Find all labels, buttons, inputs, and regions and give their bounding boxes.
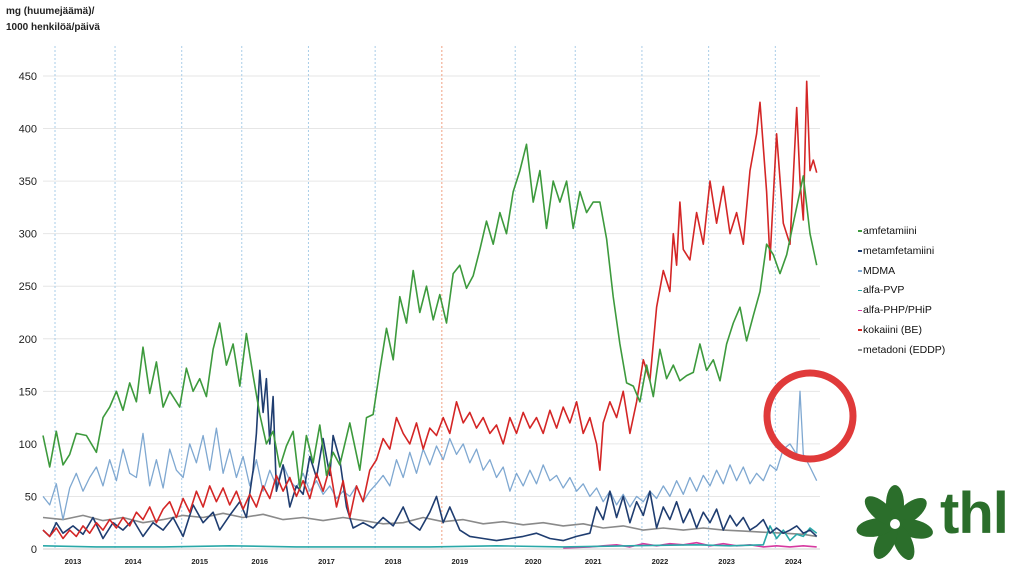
x-tick-label: 2017 [318,557,335,566]
legend-item: amfetamiini [858,224,945,244]
legend-swatch [858,270,862,272]
x-tick-label: 2014 [125,557,143,566]
thl-leaf-logo-icon [856,485,933,561]
legend-label: metadoni (EDDP) [863,343,946,356]
legend-item: alfa-PVP [858,283,945,303]
y-tick-label: 200 [19,334,37,346]
series-lines [42,80,818,549]
y-tick-label: 250 [19,281,37,293]
legend-item: metadoni (EDDP) [858,343,945,363]
series-line-metamfetamiini [42,369,818,542]
y-axis-label-line2: 1000 henkilöä/päivä [6,22,100,33]
legend-swatch [858,329,862,331]
y-tick-label: 450 [19,71,37,83]
x-tick-label: 2013 [65,557,82,566]
series-line-alfa-pvp [42,525,818,548]
x-tick-label: 2024 [785,557,803,566]
legend-swatch [858,250,862,252]
logo-text: thl [940,481,1009,546]
x-tick-label: 2016 [251,557,268,566]
y-tick-label: 0 [31,544,37,556]
logo-leaf [894,498,927,526]
series-line-kokaiini-be [42,80,818,540]
x-tick-label: 2019 [452,557,469,566]
series-line-mdma [42,390,818,521]
legend-label: MDMA [863,264,896,277]
grid-lines [43,46,820,550]
highlight-circle [763,369,857,463]
legend-label: kokaiini (BE) [863,323,922,336]
y-tick-label: 100 [19,439,37,451]
x-tick-label: 2020 [525,557,542,566]
legend-swatch [858,230,862,232]
y-axis-ticks: 0 50 100 150 200 250 300 350 400 450 [19,71,37,556]
legend-item: metamfetamiini [858,244,945,264]
x-tick-label: 2023 [718,557,735,566]
legend-item: kokaiini (BE) [858,323,945,343]
series-line-amfetamiini [42,143,818,489]
series-line-alfa-php-phip [563,541,817,549]
y-axis-label: mg (huumejäämä)/ 1000 henkilöä/päivä [6,4,100,36]
legend-label: alfa-PVP [863,284,905,297]
legend-label: alfa-PHP/PHiP [863,304,932,317]
legend-label: amfetamiini [863,225,917,237]
y-tick-label: 350 [19,176,37,188]
legend-swatch [858,289,862,292]
logo-center [890,519,900,529]
legend-swatch [858,309,862,312]
y-tick-label: 150 [19,386,37,398]
x-axis-ticks: 2013 2014 2015 2016 2017 2018 2019 2020 2021 2022… [65,557,803,566]
logo-leaf [873,524,898,559]
legend-label: metamfetamiini [863,244,935,257]
legend-swatch [858,349,862,351]
legend: amfetamiini metamfetamiini MDMA alfa-PVP alf… [858,224,945,363]
x-tick-label: 2015 [191,557,208,566]
logo-leaf [864,496,896,525]
thl-logo: thl [852,481,1022,568]
legend-item: MDMA [858,264,945,284]
y-tick-label: 50 [25,491,37,503]
legend-item: alfa-PHP/PHiP [858,303,945,323]
y-tick-label: 400 [19,124,37,136]
y-tick-label: 300 [19,229,37,241]
x-tick-label: 2018 [385,557,402,566]
x-tick-label: 2021 [585,557,602,566]
y-axis-label-line1: mg (huumejäämä)/ [6,6,95,17]
x-tick-label: 2022 [652,557,669,566]
